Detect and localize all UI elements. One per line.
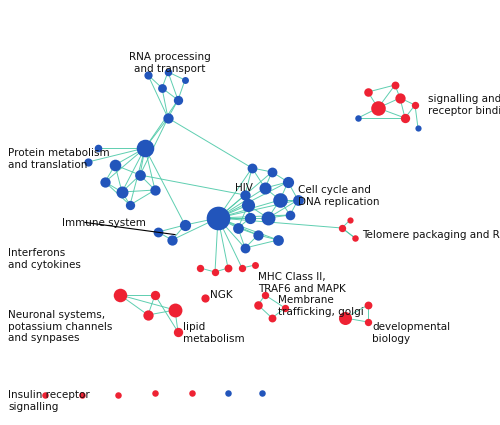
Point — [201, 295, 209, 301]
Point — [171, 306, 179, 313]
Point — [251, 262, 259, 269]
Point — [116, 292, 124, 298]
Point — [94, 144, 102, 151]
Text: Membrane
trafficking, golgi: Membrane trafficking, golgi — [278, 295, 364, 317]
Point — [151, 390, 159, 397]
Point — [168, 237, 176, 244]
Point — [396, 95, 404, 102]
Point — [41, 391, 49, 398]
Point — [174, 329, 182, 335]
Point — [338, 224, 346, 231]
Point — [224, 265, 232, 272]
Point — [151, 187, 159, 193]
Point — [281, 305, 289, 312]
Text: HIV: HIV — [235, 183, 253, 193]
Point — [274, 237, 282, 244]
Point — [284, 178, 292, 185]
Point — [164, 68, 172, 75]
Text: NGK: NGK — [210, 290, 233, 300]
Point — [196, 265, 204, 272]
Point — [154, 229, 162, 235]
Text: Telomere packaging and RNA pol I: Telomere packaging and RNA pol I — [362, 230, 500, 240]
Point — [141, 144, 149, 151]
Point — [374, 105, 382, 111]
Point — [261, 292, 269, 298]
Point — [354, 115, 362, 122]
Point — [248, 164, 256, 171]
Point — [211, 269, 219, 275]
Point — [144, 71, 152, 78]
Point — [181, 76, 189, 83]
Point — [214, 215, 222, 221]
Point — [164, 115, 172, 122]
Point — [286, 212, 294, 218]
Text: Interferons
and cytokines: Interferons and cytokines — [8, 248, 81, 269]
Point — [238, 265, 246, 272]
Text: Neuronal systems,
potassium channels
and synpases: Neuronal systems, potassium channels and… — [8, 310, 113, 343]
Text: Immune system: Immune system — [62, 218, 146, 228]
Point — [136, 172, 144, 178]
Point — [364, 302, 372, 309]
Point — [158, 85, 166, 91]
Text: MHC Class II,
TRAF6 and MAPK: MHC Class II, TRAF6 and MAPK — [258, 272, 346, 294]
Point — [144, 312, 152, 318]
Text: Insulin receptor
signalling: Insulin receptor signalling — [8, 390, 90, 411]
Point — [114, 391, 122, 398]
Point — [126, 201, 134, 208]
Point — [268, 314, 276, 321]
Point — [364, 88, 372, 95]
Text: RNA processing
and transport: RNA processing and transport — [129, 52, 211, 74]
Point — [264, 215, 272, 221]
Point — [84, 159, 92, 165]
Text: Cell cycle and
DNA replication: Cell cycle and DNA replication — [298, 185, 380, 207]
Point — [346, 217, 354, 224]
Point — [111, 162, 119, 168]
Point — [188, 390, 196, 397]
Point — [411, 102, 419, 108]
Point — [391, 82, 399, 88]
Point — [246, 215, 254, 221]
Point — [151, 292, 159, 298]
Point — [241, 192, 249, 198]
Point — [174, 96, 182, 103]
Point — [401, 115, 409, 122]
Point — [364, 319, 372, 326]
Point — [414, 125, 422, 131]
Point — [244, 201, 252, 208]
Point — [101, 178, 109, 185]
Text: signalling and
receptor binding: signalling and receptor binding — [428, 94, 500, 116]
Point — [241, 245, 249, 252]
Text: lipid
metabolism: lipid metabolism — [183, 322, 244, 343]
Point — [254, 302, 262, 309]
Point — [181, 221, 189, 228]
Text: Protein metabolism
and translation: Protein metabolism and translation — [8, 148, 110, 170]
Text: developmental
biology: developmental biology — [372, 322, 450, 343]
Point — [261, 184, 269, 191]
Point — [118, 189, 126, 196]
Point — [224, 390, 232, 397]
Point — [258, 390, 266, 397]
Point — [341, 314, 349, 321]
Point — [254, 232, 262, 238]
Point — [351, 235, 359, 241]
Point — [276, 197, 284, 204]
Point — [234, 224, 242, 231]
Point — [268, 169, 276, 176]
Point — [78, 391, 86, 398]
Point — [294, 197, 302, 204]
